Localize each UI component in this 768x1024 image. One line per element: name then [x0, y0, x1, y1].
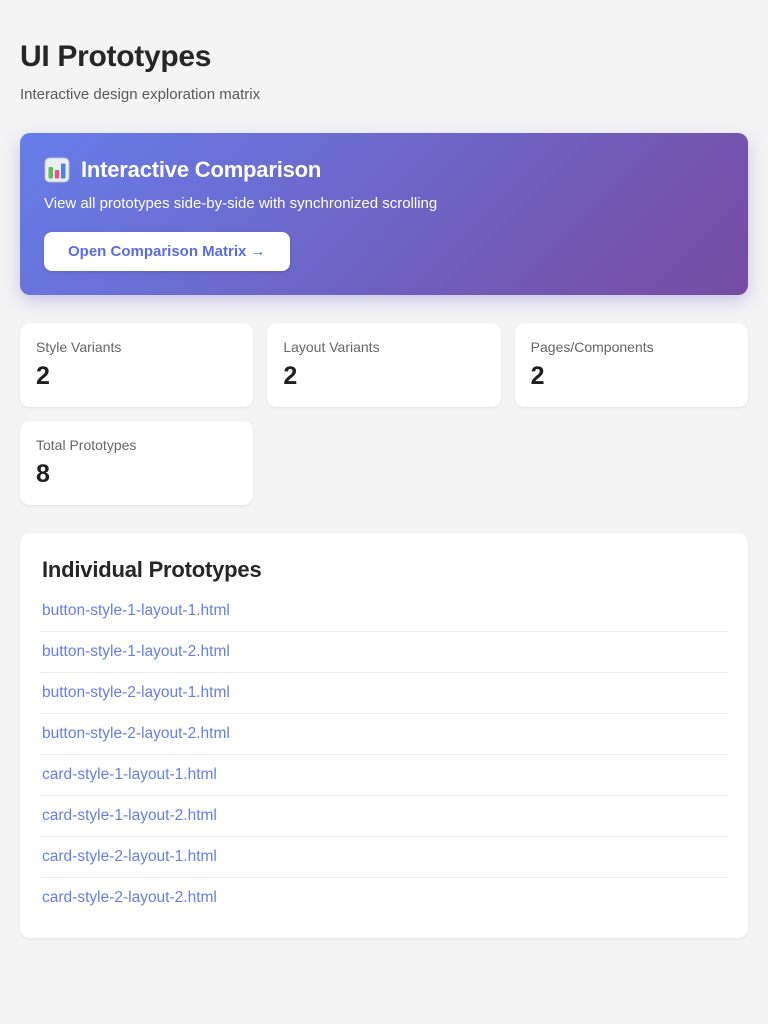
banner-title: Interactive Comparison [44, 157, 724, 183]
stat-card-pages-components: Pages/Components 2 [514, 322, 748, 407]
stats-grid: Style Variants 2 Layout Variants 2 Pages… [20, 322, 748, 505]
stat-value: 2 [36, 361, 50, 390]
banner-description: View all prototypes side-by-side with sy… [44, 195, 438, 212]
page-subtitle: Interactive design exploration matrix [20, 86, 261, 103]
list-item: button-style-2-layout-1.html [40, 673, 728, 714]
prototype-link-button-style-2-layout-2[interactable]: button-style-2-layout-2.html [42, 724, 230, 742]
list-item: card-style-2-layout-1.html [40, 837, 728, 878]
page-container: UI Prototypes Interactive design explora… [20, 40, 748, 938]
prototype-link-button-style-1-layout-2[interactable]: button-style-1-layout-2.html [42, 642, 230, 660]
list-item: button-style-1-layout-2.html [40, 632, 728, 673]
stat-label: Style Variants [36, 338, 122, 355]
page-title: UI Prototypes [20, 40, 212, 73]
stat-value: 2 [530, 361, 545, 390]
bar-chart-icon [44, 157, 70, 183]
list-item: card-style-1-layout-1.html [40, 755, 728, 796]
prototype-link-card-style-2-layout-1[interactable]: card-style-2-layout-1.html [42, 847, 217, 865]
interactive-comparison-banner: Interactive Comparison View all prototyp… [20, 133, 748, 295]
stat-label: Total Prototypes [36, 436, 137, 453]
stat-value: 8 [36, 459, 50, 488]
prototype-link-card-style-1-layout-2[interactable]: card-style-1-layout-2.html [42, 806, 217, 824]
stat-label: Pages/Components [530, 338, 654, 355]
list-item: card-style-1-layout-2.html [40, 796, 728, 837]
stat-value: 2 [283, 361, 298, 390]
list-item: card-style-2-layout-2.html [40, 878, 728, 918]
individual-prototypes-title: Individual Prototypes [42, 556, 262, 582]
stat-card-layout-variants: Layout Variants 2 [267, 322, 501, 407]
prototype-link-card-style-2-layout-2[interactable]: card-style-2-layout-2.html [42, 888, 217, 906]
stat-card-total-prototypes: Total Prototypes 8 [20, 420, 254, 505]
individual-prototypes-card: Individual Prototypes button-style-1-lay… [20, 532, 748, 938]
banner-title-text: Interactive Comparison [81, 157, 322, 182]
prototype-list: button-style-1-layout-1.html button-styl… [40, 591, 728, 918]
open-comparison-matrix-button[interactable]: Open Comparison Matrix → [44, 231, 290, 271]
list-item: button-style-2-layout-2.html [40, 714, 728, 755]
prototype-link-card-style-1-layout-1[interactable]: card-style-1-layout-1.html [42, 765, 217, 783]
stat-card-style-variants: Style Variants 2 [20, 322, 254, 407]
prototype-link-button-style-2-layout-1[interactable]: button-style-2-layout-1.html [42, 683, 230, 701]
list-item: button-style-1-layout-1.html [40, 591, 728, 632]
stat-label: Layout Variants [283, 338, 380, 355]
prototype-link-button-style-1-layout-1[interactable]: button-style-1-layout-1.html [42, 601, 230, 619]
